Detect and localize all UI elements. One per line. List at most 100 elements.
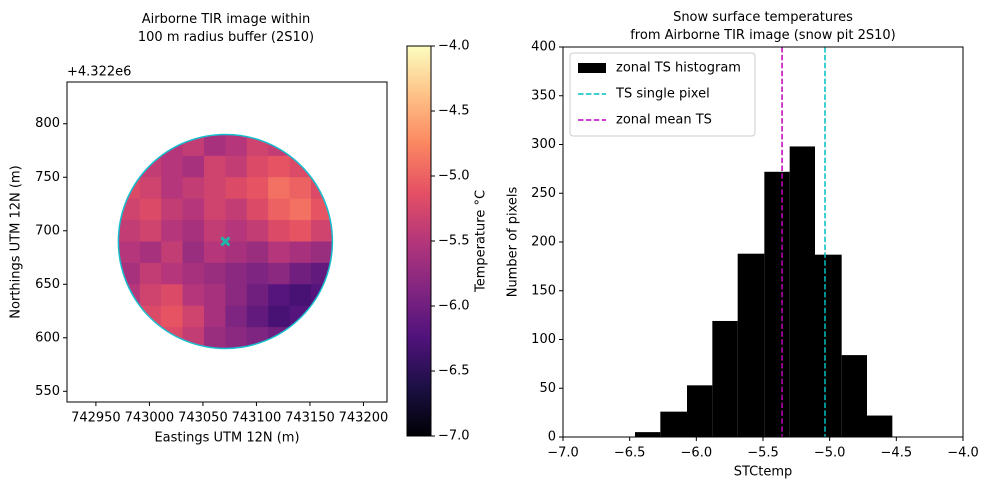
- x-tick-label: −4.0: [947, 446, 979, 461]
- y-tick-label: 150: [531, 283, 556, 298]
- pixel: [225, 327, 248, 349]
- pixel: [289, 284, 312, 307]
- legend-label: zonal TS histogram: [616, 61, 741, 76]
- pixel: [161, 241, 184, 264]
- x-tick-label: 743200: [339, 411, 389, 426]
- pixel: [246, 198, 269, 221]
- pixel: [268, 305, 291, 328]
- pixel: [203, 262, 226, 285]
- pixel: [289, 327, 312, 349]
- pixel: [182, 284, 205, 307]
- pixel: [139, 284, 162, 307]
- pixel: [225, 305, 248, 328]
- pixel: [225, 284, 248, 307]
- pixel: [161, 177, 184, 200]
- y-tick-label: 650: [35, 277, 60, 292]
- legend-swatch: [578, 63, 606, 73]
- colorbar-tick-label: −7.0: [438, 429, 470, 444]
- y-tick-label: 100: [531, 332, 556, 347]
- pixel: [289, 134, 312, 157]
- pixel: [203, 241, 226, 264]
- pixel: [246, 177, 269, 200]
- pixel: [139, 134, 162, 157]
- x-tick-label: 743000: [125, 411, 175, 426]
- histogram-bar: [635, 432, 661, 437]
- buffer-circle: [117, 133, 334, 350]
- histogram-bar: [687, 385, 713, 437]
- histogram-bar: [841, 355, 867, 437]
- colorbar-tick-label: −5.5: [438, 234, 470, 249]
- colorbar-tick-label: −4.5: [438, 104, 470, 119]
- pixel: [246, 262, 269, 285]
- pixel: [118, 241, 141, 264]
- pixel: [182, 262, 205, 285]
- pixel: [268, 262, 291, 285]
- x-axis-label: STCtemp: [734, 465, 793, 480]
- pixel: [161, 155, 184, 178]
- histogram-bar: [660, 411, 687, 437]
- histogram-bar: [764, 171, 790, 438]
- pixel: [225, 134, 248, 157]
- y-offset-label: +4.322e6: [67, 65, 131, 80]
- pixel: [268, 284, 291, 307]
- pixel: [311, 220, 333, 242]
- pixel: [203, 134, 226, 157]
- y-tick-label: 800: [35, 116, 60, 131]
- pixel: [311, 305, 333, 328]
- pixel: [139, 155, 162, 178]
- pixel: [118, 155, 141, 178]
- colorbar-label: Temperature °C: [474, 190, 489, 293]
- pixel: [161, 305, 184, 328]
- pixel: [225, 262, 248, 285]
- histogram-bar: [789, 146, 815, 437]
- pixel: [225, 241, 248, 264]
- pixel: [182, 177, 205, 200]
- pixel: [161, 198, 184, 221]
- y-axis-label: Number of pixels: [506, 186, 521, 297]
- colorbar-tick-label: −5.0: [438, 169, 470, 184]
- pixel: [203, 284, 226, 307]
- chart-title: Airborne TIR image within 100 m radius bu…: [138, 12, 314, 45]
- x-tick-label: 743100: [232, 411, 282, 426]
- pixel: [203, 327, 226, 349]
- pixel: [268, 198, 291, 221]
- x-tick-label: −6.5: [614, 446, 646, 461]
- legend-label: TS single pixel: [615, 87, 710, 102]
- histogram-bar: [867, 415, 893, 437]
- pixel: [161, 220, 184, 242]
- pixel: [289, 241, 312, 264]
- pixel: [246, 305, 269, 328]
- pixel: [246, 220, 269, 242]
- x-tick-label: −5.5: [747, 446, 779, 461]
- x-tick-label: −5.0: [814, 446, 846, 461]
- pixel: [182, 155, 205, 178]
- pixel: [182, 198, 205, 221]
- x-tick-label: −7.0: [547, 446, 579, 461]
- pixel: [225, 177, 248, 200]
- x-axis-label: Eastings UTM 12N (m): [154, 431, 299, 446]
- y-tick-label: 50: [539, 381, 556, 396]
- x-tick-label: −4.5: [881, 446, 913, 461]
- center-marker: [220, 236, 231, 247]
- pixel: [203, 198, 226, 221]
- chart-title: Snow surface temperatures from Airborne T…: [630, 10, 896, 43]
- y-tick-label: 300: [531, 137, 556, 152]
- pixel: [139, 220, 162, 242]
- histogram-bar: [712, 320, 738, 437]
- pixel: [203, 155, 226, 178]
- legend-label: zonal mean TS: [616, 113, 712, 128]
- pixel: [182, 220, 205, 242]
- pixel: [161, 284, 184, 307]
- x-tick-label: 742950: [71, 411, 121, 426]
- pixel: [203, 220, 226, 242]
- pixel: [139, 262, 162, 285]
- colorbar-tick-label: −6.0: [438, 299, 470, 314]
- y-tick-label: 250: [531, 186, 556, 201]
- pixel: [268, 155, 291, 178]
- colorbar-tick-label: −4.0: [438, 39, 470, 54]
- pixel: [311, 155, 333, 178]
- pixel: [225, 155, 248, 178]
- pixel: [182, 305, 205, 328]
- pixel: [246, 284, 269, 307]
